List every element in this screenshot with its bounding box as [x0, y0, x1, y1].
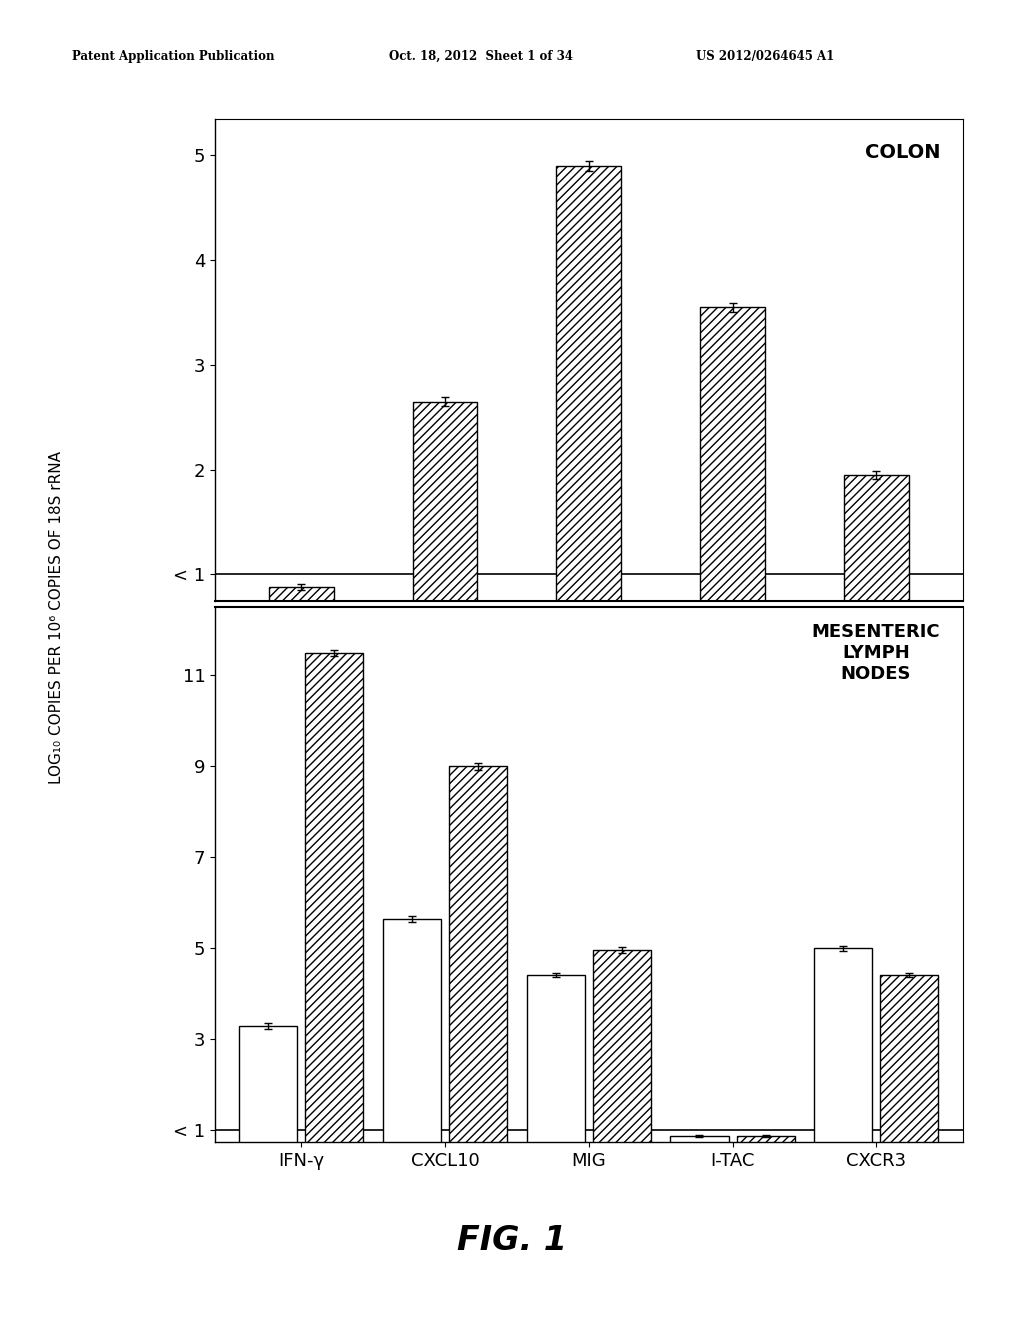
Text: Patent Application Publication: Patent Application Publication	[72, 50, 274, 63]
Text: US 2012/0264645 A1: US 2012/0264645 A1	[696, 50, 835, 63]
Bar	[881, 975, 938, 1176]
Bar	[700, 308, 765, 680]
Bar	[593, 950, 651, 1176]
Bar	[383, 919, 441, 1176]
Text: Oct. 18, 2012  Sheet 1 of 34: Oct. 18, 2012 Sheet 1 of 34	[389, 50, 573, 63]
Bar	[844, 475, 908, 680]
Bar	[449, 767, 507, 1176]
Bar	[671, 1137, 729, 1176]
Text: COLON: COLON	[864, 143, 940, 162]
Bar	[305, 652, 364, 1176]
Bar	[556, 166, 622, 680]
Bar	[736, 1137, 795, 1176]
Bar	[814, 949, 872, 1176]
Bar	[526, 975, 585, 1176]
Bar	[269, 587, 334, 680]
Bar	[240, 1026, 297, 1176]
Text: LOG₁₀ COPIES PER 10⁶ COPIES OF 18S rRNA: LOG₁₀ COPIES PER 10⁶ COPIES OF 18S rRNA	[49, 450, 63, 784]
Text: MESENTERIC
LYMPH
NODES: MESENTERIC LYMPH NODES	[811, 623, 940, 682]
Bar	[413, 401, 477, 680]
Text: FIG. 1: FIG. 1	[457, 1225, 567, 1257]
